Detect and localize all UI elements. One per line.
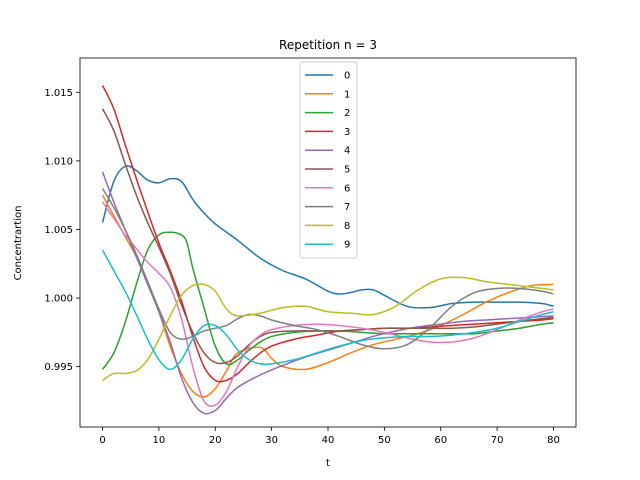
x-tick-label: 60 [434, 435, 447, 446]
x-tick-label: 20 [209, 435, 222, 446]
series-line-6 [101, 201, 554, 407]
legend-label: 1 [344, 89, 350, 100]
y-tick-label: 1.005 [44, 225, 73, 236]
legend-box [299, 61, 358, 259]
legend-label: 2 [344, 108, 350, 119]
y-tick-label: 1.010 [44, 156, 73, 167]
y-axis-label: Concentrartion [13, 206, 24, 281]
x-tick-label: 80 [547, 435, 560, 446]
series-line-3 [101, 85, 554, 383]
legend-label: 0 [344, 71, 350, 82]
series-line-0 [101, 165, 554, 309]
y-axis: 0.995 1.000 1.005 1.010 1.015 [44, 88, 80, 373]
series-line-2 [101, 231, 554, 370]
series-layer [101, 85, 554, 415]
x-axis-label: t [326, 458, 330, 469]
x-tick-label: 30 [265, 435, 278, 446]
x-tick-label: 10 [153, 435, 166, 446]
series-line-8 [102, 276, 554, 382]
x-tick-label: 0 [99, 435, 105, 446]
y-tick-label: 1.015 [44, 88, 73, 99]
series-line-4 [101, 171, 554, 415]
legend-label: 3 [344, 127, 350, 138]
x-axis: 0 10 20 30 40 50 60 70 80 [99, 427, 560, 446]
series-line-7 [101, 187, 554, 350]
legend: 0 1 2 3 4 5 6 7 8 9 [299, 61, 358, 259]
legend-label: 6 [344, 183, 350, 194]
legend-label: 4 [344, 146, 350, 157]
x-tick-label: 40 [322, 435, 335, 446]
legend-label: 9 [344, 240, 350, 251]
series-line-9 [101, 249, 554, 371]
x-tick-label: 50 [378, 435, 391, 446]
x-tick-label: 70 [491, 435, 504, 446]
series-line-5 [101, 108, 554, 365]
legend-label: 7 [344, 202, 350, 213]
legend-label: 8 [344, 221, 350, 232]
legend-label: 5 [344, 165, 350, 176]
chart-title: Repetition n = 3 [279, 38, 377, 52]
y-tick-label: 0.995 [44, 362, 73, 373]
y-tick-label: 1.000 [44, 294, 73, 305]
